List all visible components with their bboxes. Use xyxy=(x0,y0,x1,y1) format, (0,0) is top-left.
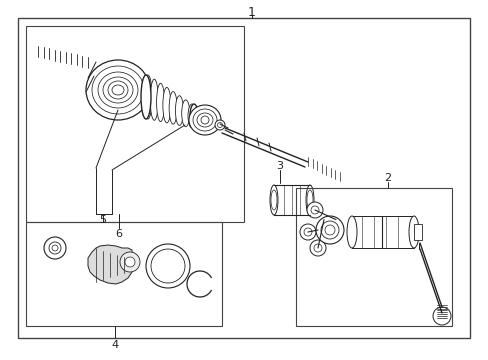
Ellipse shape xyxy=(270,190,276,210)
Circle shape xyxy=(146,244,190,288)
Text: 3: 3 xyxy=(276,161,283,171)
Circle shape xyxy=(120,252,140,272)
Circle shape xyxy=(432,307,450,325)
Ellipse shape xyxy=(150,79,158,120)
Circle shape xyxy=(125,257,135,267)
Ellipse shape xyxy=(346,216,356,248)
Ellipse shape xyxy=(269,185,278,215)
Text: 5: 5 xyxy=(99,215,106,225)
Text: 6: 6 xyxy=(115,229,122,239)
Circle shape xyxy=(215,120,224,130)
Text: 1: 1 xyxy=(247,5,255,18)
Circle shape xyxy=(299,224,315,240)
Circle shape xyxy=(52,245,58,251)
Bar xyxy=(26,222,222,326)
Circle shape xyxy=(315,216,343,244)
Ellipse shape xyxy=(156,83,164,122)
Ellipse shape xyxy=(305,185,313,215)
Circle shape xyxy=(49,242,61,254)
Circle shape xyxy=(313,244,321,252)
Ellipse shape xyxy=(190,104,198,128)
Bar xyxy=(273,185,309,215)
Circle shape xyxy=(44,237,66,259)
Bar xyxy=(413,224,421,240)
Text: 2: 2 xyxy=(384,173,391,183)
Ellipse shape xyxy=(189,105,221,135)
Circle shape xyxy=(309,240,325,256)
Circle shape xyxy=(310,206,318,214)
Ellipse shape xyxy=(408,216,418,248)
Ellipse shape xyxy=(143,75,152,119)
Ellipse shape xyxy=(169,91,177,124)
Circle shape xyxy=(304,228,311,236)
Bar xyxy=(351,216,413,248)
Ellipse shape xyxy=(141,75,151,119)
Text: 4: 4 xyxy=(111,340,118,350)
Ellipse shape xyxy=(306,190,312,210)
Ellipse shape xyxy=(182,100,189,127)
Polygon shape xyxy=(88,245,132,284)
Circle shape xyxy=(217,122,222,127)
Bar xyxy=(26,26,244,222)
Circle shape xyxy=(325,225,334,235)
Circle shape xyxy=(306,202,323,218)
Circle shape xyxy=(151,249,184,283)
Circle shape xyxy=(320,221,338,239)
Ellipse shape xyxy=(187,104,196,128)
Bar xyxy=(295,188,451,326)
Bar xyxy=(18,18,469,338)
Ellipse shape xyxy=(86,60,150,120)
Ellipse shape xyxy=(175,96,183,125)
Ellipse shape xyxy=(163,87,170,123)
